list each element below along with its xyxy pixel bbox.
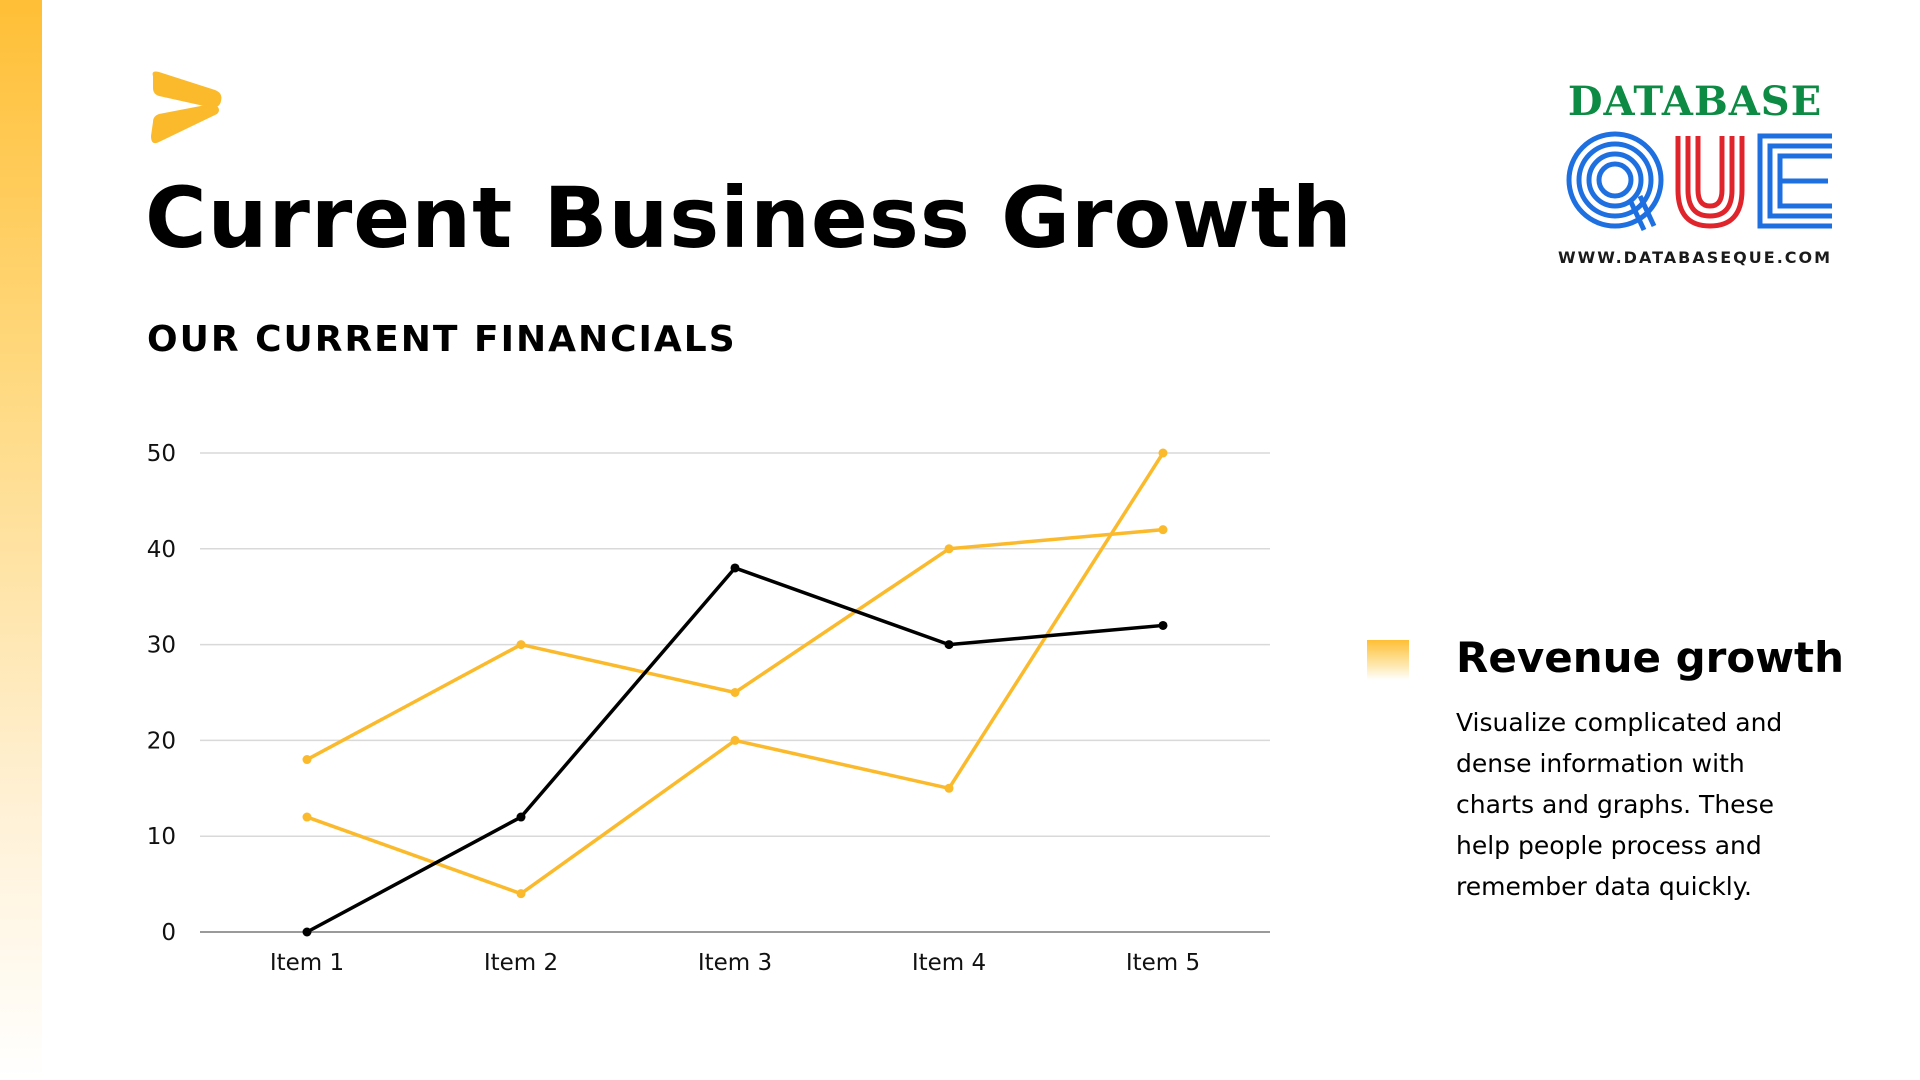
chevron-arrow-icon xyxy=(151,71,222,144)
series-1-point xyxy=(302,755,312,765)
y-tick-label: 30 xyxy=(147,633,176,659)
series-3-point xyxy=(1158,620,1168,630)
logo-top-text: DATABASE xyxy=(1567,78,1823,125)
series-1-point xyxy=(944,544,954,554)
logo-url: WWW.DATABASEQUE.COM xyxy=(1557,248,1833,267)
x-tick-label: Item 4 xyxy=(912,950,986,976)
page-title: Current Business Growth xyxy=(145,169,1353,267)
y-tick-label: 50 xyxy=(147,441,176,467)
series-1-point xyxy=(730,688,740,697)
legend-line: help people process and xyxy=(1456,831,1762,860)
x-tick-label: Item 1 xyxy=(270,950,344,976)
series-2-point xyxy=(730,735,740,745)
y-tick-label: 10 xyxy=(147,824,176,850)
y-tick-label: 20 xyxy=(147,728,176,754)
legend-line: Visualize complicated and xyxy=(1456,708,1783,737)
page-subtitle: OUR CURRENT FINANCIALS xyxy=(147,319,737,360)
series-1-point xyxy=(1158,525,1168,535)
series-3-point xyxy=(730,563,740,573)
legend-swatch xyxy=(1367,640,1409,680)
series-2-point xyxy=(1158,448,1168,458)
x-tick-label: Item 5 xyxy=(1126,950,1200,976)
series-2-point xyxy=(302,812,312,822)
x-tick-label: Item 3 xyxy=(698,950,772,976)
series-2-point xyxy=(944,783,954,793)
legend-line: dense information with xyxy=(1456,749,1745,778)
x-tick-label: Item 2 xyxy=(484,950,558,976)
company-logo: DATABASE WWW.DATABASEQU xyxy=(1540,70,1850,280)
series-3-point xyxy=(944,640,954,650)
legend-line: remember data quickly. xyxy=(1456,872,1752,901)
series-1-point xyxy=(516,640,526,650)
logo-que-mark xyxy=(1566,131,1832,232)
series-2-point xyxy=(516,889,526,899)
side-accent-bar xyxy=(0,0,42,1080)
y-tick-label: 40 xyxy=(147,537,176,563)
series-line-2 xyxy=(305,451,1165,896)
line-chart: 0 10 20 30 40 50 Item 1 Item 2 Item 3 Item 4 Item … xyxy=(147,441,1270,976)
legend-title: Revenue growth xyxy=(1456,633,1845,682)
legend-line: charts and graphs. These xyxy=(1456,790,1774,819)
y-tick-label: 0 xyxy=(161,920,176,946)
series-3-point xyxy=(302,927,312,937)
legend-description: Visualize complicated and dense informat… xyxy=(1456,702,1876,907)
series-3-point xyxy=(516,812,526,822)
series-line-3 xyxy=(305,566,1165,934)
